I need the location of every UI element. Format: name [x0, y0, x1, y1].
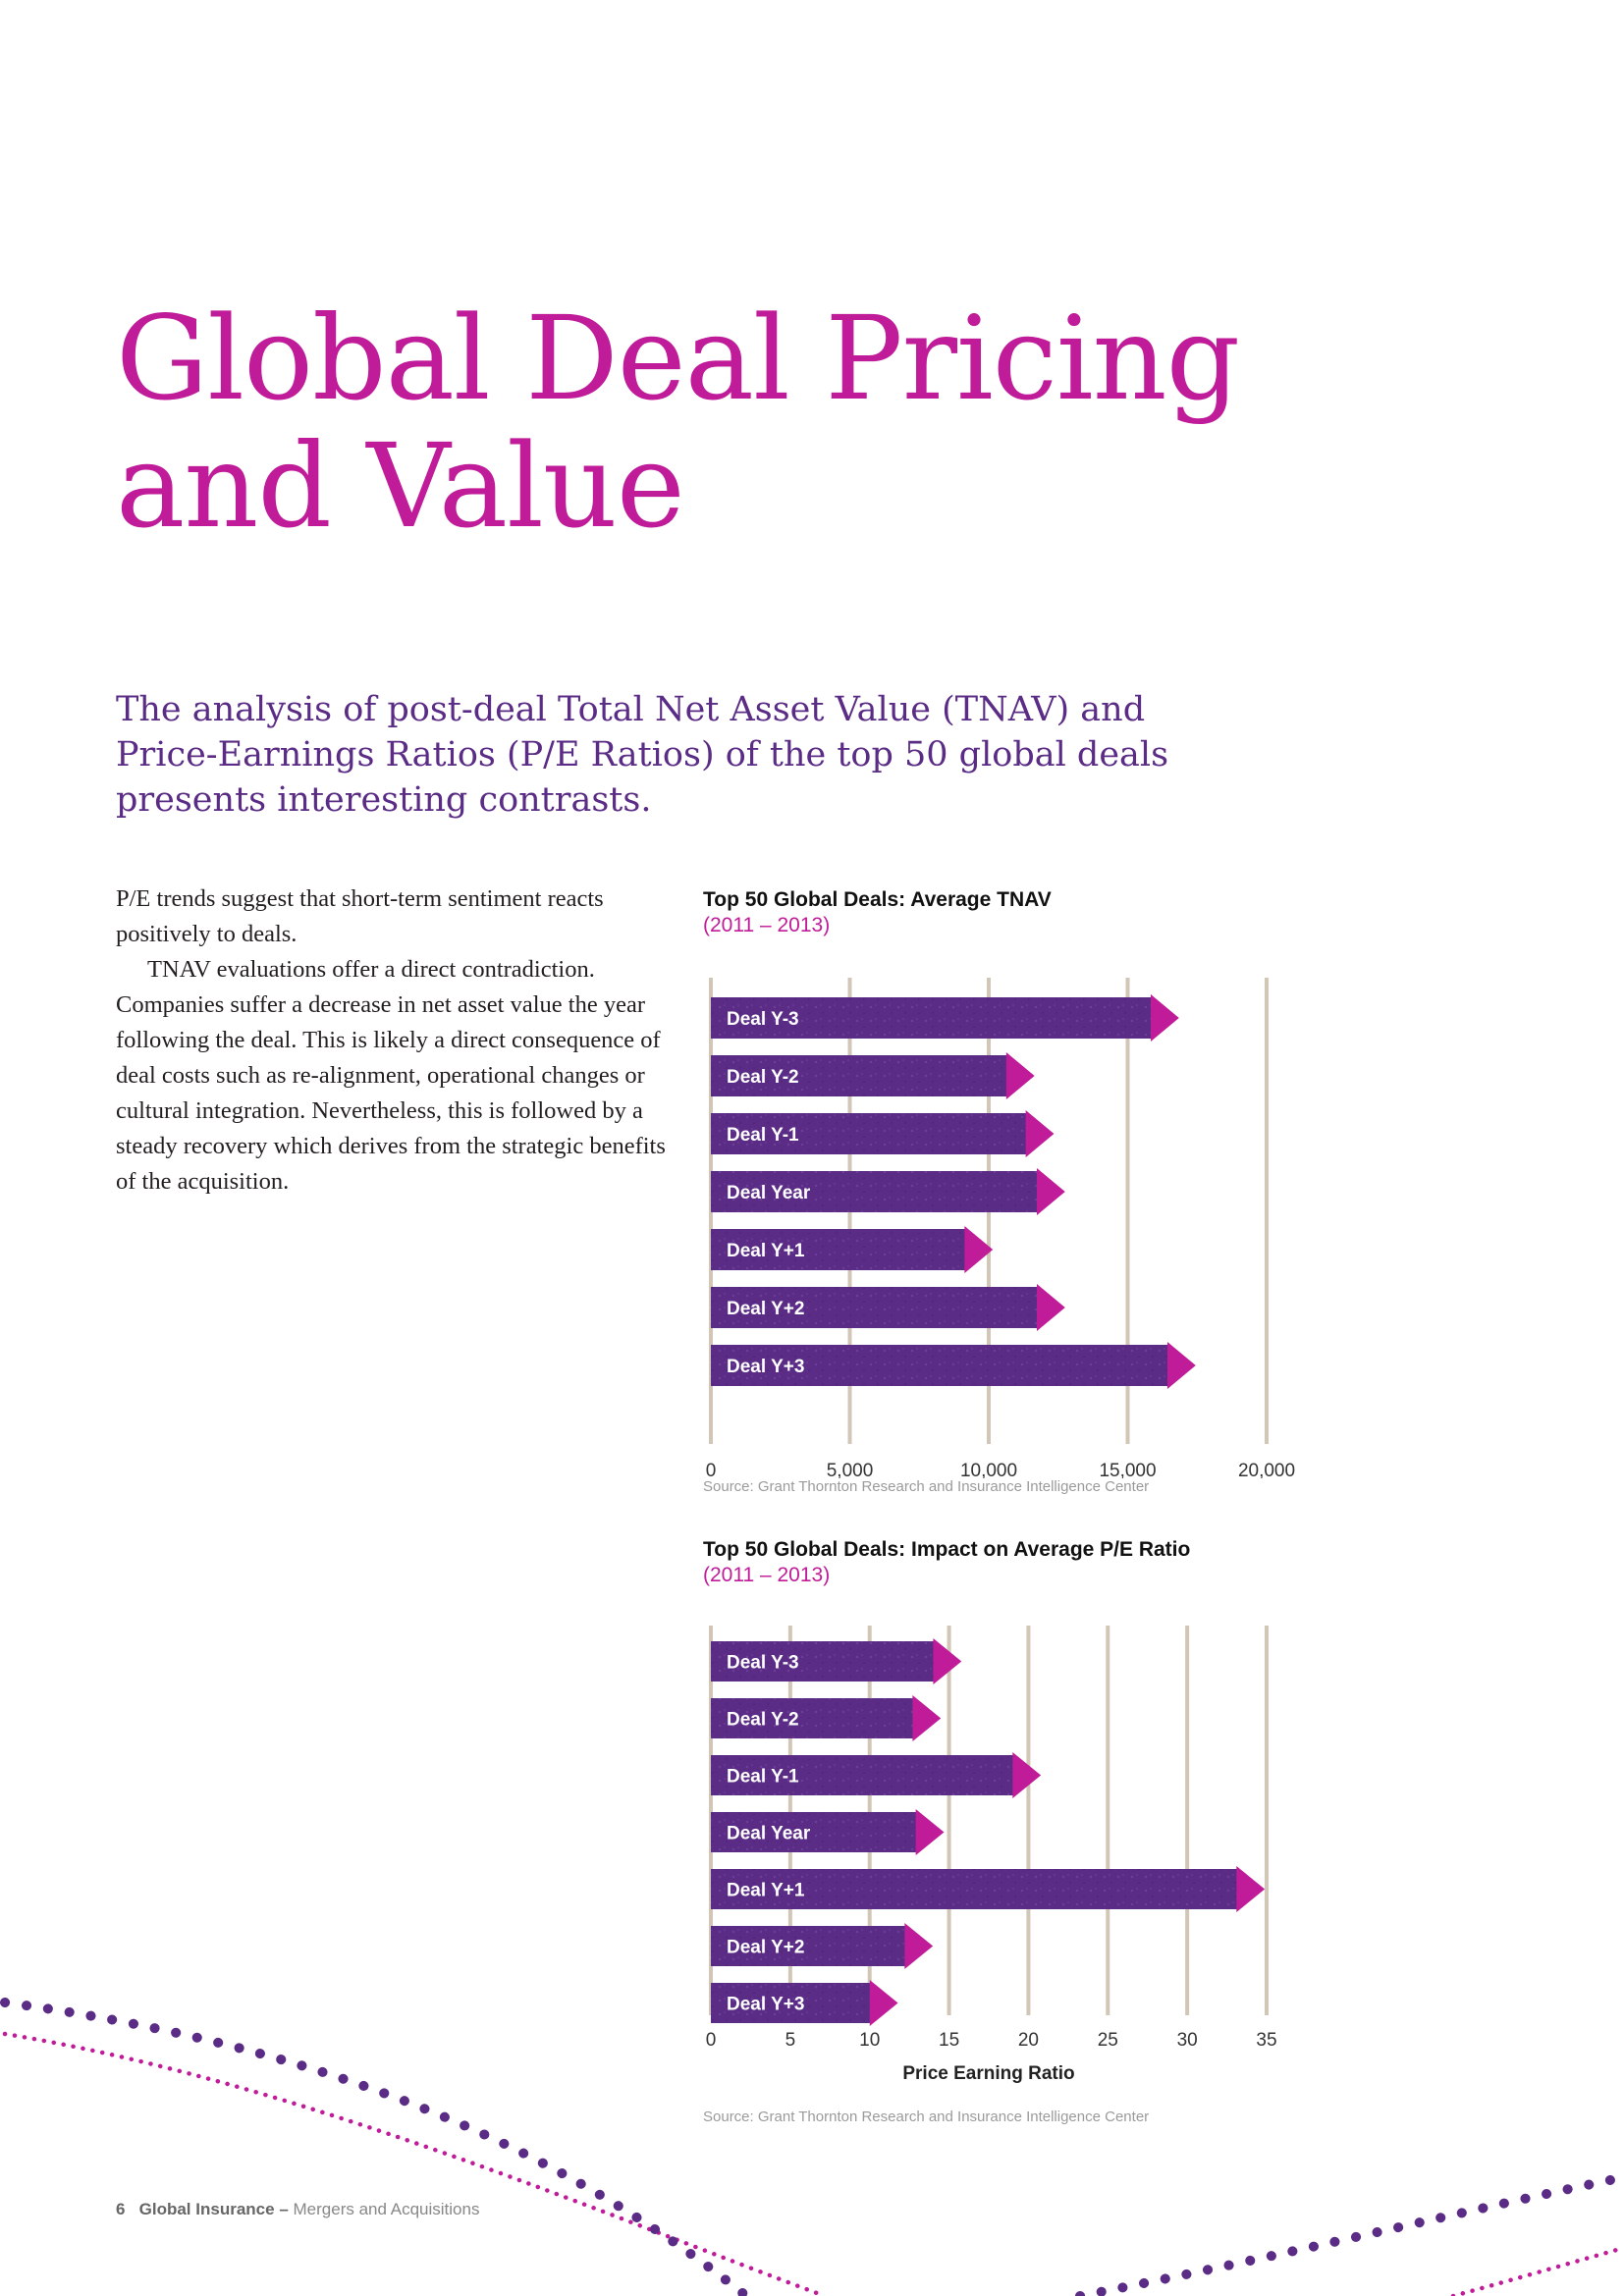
bar-category-label: Deal Y-1 — [727, 1767, 799, 1788]
tnav-chart-source: Source: Grant Thornton Research and Insu… — [703, 1478, 1150, 1495]
bar-category-label: Deal Y+1 — [727, 1881, 805, 1901]
bar-arrowhead — [869, 1980, 898, 2026]
body-paragraph-2: TNAV evaluations offer a direct contradi… — [116, 956, 666, 1195]
bar: Deal Year — [711, 1809, 945, 1855]
x-tick-label: 25 — [1098, 2030, 1118, 2051]
bar-body — [711, 1926, 906, 1966]
bar: Deal Y-2 — [711, 1052, 1035, 1099]
pe-bar-chart: 0 5 10 15 20 25 30 35 Deal Y-3 Deal Y-2 Deal Y-1 De… — [706, 1626, 1277, 2084]
x-tick-label: 30 — [1177, 2030, 1198, 2051]
bar-arrowhead — [1012, 1752, 1042, 1798]
bar: Deal Y+2 — [711, 1284, 1065, 1331]
bar: Deal Y-3 — [711, 994, 1179, 1041]
page-number: 6 — [116, 2200, 126, 2218]
bar-body — [711, 997, 1153, 1039]
bar-category-label: Deal Y+3 — [727, 1357, 804, 1377]
pe-chart-subtitle: (2011 – 2013) — [703, 1564, 831, 1586]
bar-body — [711, 1869, 1238, 1909]
bar-category-label: Deal Y-3 — [727, 1653, 799, 1674]
bar-arrowhead — [904, 1923, 934, 1969]
x-tick-label: 5,000 — [827, 1461, 874, 1478]
bar-body — [711, 1113, 1027, 1154]
bar: Deal Year — [711, 1168, 1065, 1215]
tnav-chart-title: Top 50 Global Deals: Average TNAV — [703, 888, 1052, 911]
tnav-chart-subtitle: (2011 – 2013) — [703, 914, 831, 936]
bar-arrowhead — [964, 1226, 994, 1273]
bar-category-label: Deal Y+3 — [727, 1995, 804, 2015]
x-tick-label: 20,000 — [1238, 1461, 1295, 1478]
bar-arrowhead — [1005, 1052, 1035, 1099]
bar-arrowhead — [933, 1638, 962, 1684]
x-axis-label: Price Earning Ratio — [902, 2063, 1074, 2084]
x-tick-label: 0 — [706, 2030, 717, 2051]
bar-arrowhead — [1036, 1284, 1065, 1331]
bar-arrowhead — [1025, 1110, 1055, 1157]
body-text: P/E trends suggest that short-term senti… — [116, 881, 685, 1200]
x-tick-label: 10 — [859, 2030, 880, 2051]
bar-body — [711, 1983, 871, 2023]
page-subtitle: The analysis of post-deal Total Net Asse… — [116, 690, 1169, 820]
bar-category-label: Deal Y-2 — [727, 1710, 799, 1731]
pe-ratio-chart: Top 50 Global Deals: Impact on Average P… — [703, 1537, 1331, 2125]
tnav-chart: Top 50 Global Deals: Average TNAV (2011 … — [703, 887, 1331, 1495]
bar-category-label: Deal Y-2 — [727, 1067, 799, 1088]
bar-category-label: Deal Y+1 — [727, 1241, 805, 1261]
bar-arrowhead — [912, 1695, 942, 1741]
pe-chart-title: Top 50 Global Deals: Impact on Average P… — [703, 1538, 1191, 1561]
bar-category-label: Deal Y-1 — [727, 1125, 799, 1146]
x-tick-label: 15 — [939, 2030, 959, 2051]
bar: Deal Y+1 — [711, 1866, 1266, 1912]
bar-body — [711, 1698, 914, 1738]
bar: Deal Y+1 — [711, 1226, 994, 1273]
x-tick-label: 20 — [1018, 2030, 1039, 2051]
bar: Deal Y-1 — [711, 1752, 1042, 1798]
bar-body — [711, 1229, 966, 1270]
bar-body — [711, 1755, 1014, 1795]
bar-category-label: Deal Year — [727, 1824, 811, 1844]
bar-arrowhead — [1151, 994, 1179, 1041]
x-tick-label: 35 — [1256, 2030, 1276, 2051]
bar-body — [711, 1171, 1039, 1212]
x-tick-label: 10,000 — [960, 1461, 1017, 1478]
bar-category-label: Deal Year — [727, 1183, 811, 1203]
x-tick-label: 5 — [785, 2030, 796, 2051]
bar: Deal Y+3 — [711, 1342, 1196, 1389]
title-line-1: Global Deal Pricing — [116, 291, 1240, 426]
bar-category-label: Deal Y+2 — [727, 1938, 804, 1958]
x-tick-label: 0 — [706, 1461, 717, 1478]
footer-brand: Global Insurance — [138, 2200, 275, 2218]
bar-arrowhead — [1236, 1866, 1266, 1912]
bar-body — [711, 1055, 1008, 1096]
bar: Deal Y-3 — [711, 1638, 962, 1684]
bar-body — [711, 1641, 935, 1682]
bar: Deal Y+3 — [711, 1980, 898, 2026]
bar-body — [711, 1345, 1169, 1386]
x-tick-label: 15,000 — [1099, 1461, 1156, 1478]
bar-body — [711, 1812, 917, 1852]
tnav-bar-chart: 0 5,000 10,000 15,000 20,000 Deal Y-3 Deal Y-2… — [706, 978, 1295, 1478]
title-line-2: and Value — [116, 418, 685, 554]
pe-chart-source: Source: Grant Thornton Research and Insu… — [703, 2109, 1150, 2125]
bar: Deal Y-1 — [711, 1110, 1055, 1157]
bar-body — [711, 1287, 1039, 1328]
page-title: Global Deal Pricing and Value — [116, 294, 1294, 550]
bar-category-label: Deal Y+2 — [727, 1299, 804, 1319]
bar-arrowhead — [915, 1809, 945, 1855]
bar-arrowhead — [1036, 1168, 1065, 1215]
body-paragraph-1: P/E trends suggest that short-term senti… — [116, 885, 604, 947]
footer-section: Mergers and Acquisitions — [293, 2200, 480, 2218]
footer-separator: – — [279, 2200, 289, 2218]
bar: Deal Y-2 — [711, 1695, 942, 1741]
page-footer: 6 Global Insurance – Mergers and Acquisi… — [116, 2200, 479, 2219]
bar: Deal Y+2 — [711, 1923, 934, 1969]
bar-category-label: Deal Y-3 — [727, 1009, 799, 1030]
bar-arrowhead — [1166, 1342, 1196, 1389]
